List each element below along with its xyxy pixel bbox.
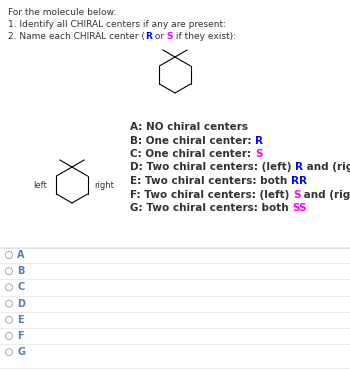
Text: SS: SS: [292, 203, 307, 213]
Text: B: One chiral center:: B: One chiral center:: [130, 135, 255, 145]
Text: RR: RR: [291, 176, 307, 186]
Text: left: left: [33, 181, 47, 190]
Text: S: S: [293, 190, 301, 200]
Text: 1. Identify all CHIRAL centers if any are present:: 1. Identify all CHIRAL centers if any ar…: [8, 20, 226, 29]
Text: A: NO chiral centers: A: NO chiral centers: [130, 122, 248, 132]
Text: S: S: [167, 32, 173, 41]
Text: E: E: [17, 315, 24, 325]
Text: right: right: [94, 181, 114, 190]
Text: B: B: [17, 266, 25, 276]
Text: G: G: [17, 347, 25, 357]
Text: if they exist):: if they exist):: [173, 32, 236, 41]
Text: S: S: [255, 149, 262, 159]
Text: R: R: [295, 162, 303, 173]
Text: C: One chiral center:: C: One chiral center:: [130, 149, 255, 159]
Text: 2. Name each CHIRAL center (: 2. Name each CHIRAL center (: [8, 32, 145, 41]
Text: For the molecule below:: For the molecule below:: [8, 8, 116, 17]
Text: G: Two chiral centers: both: G: Two chiral centers: both: [130, 203, 292, 213]
Text: R: R: [255, 135, 263, 145]
Text: R: R: [145, 32, 152, 41]
Text: F: F: [17, 331, 24, 341]
Text: D: D: [17, 299, 25, 309]
Text: and (right): and (right): [303, 162, 350, 173]
Text: or: or: [152, 32, 167, 41]
Text: E: Two chiral centers: both: E: Two chiral centers: both: [130, 176, 291, 186]
Text: C: C: [17, 282, 24, 292]
Text: A: A: [17, 250, 25, 260]
Text: F: Two chiral centers: (left): F: Two chiral centers: (left): [130, 190, 293, 200]
Text: and (right): and (right): [301, 190, 350, 200]
Text: D: Two chiral centers: (left): D: Two chiral centers: (left): [130, 162, 295, 173]
